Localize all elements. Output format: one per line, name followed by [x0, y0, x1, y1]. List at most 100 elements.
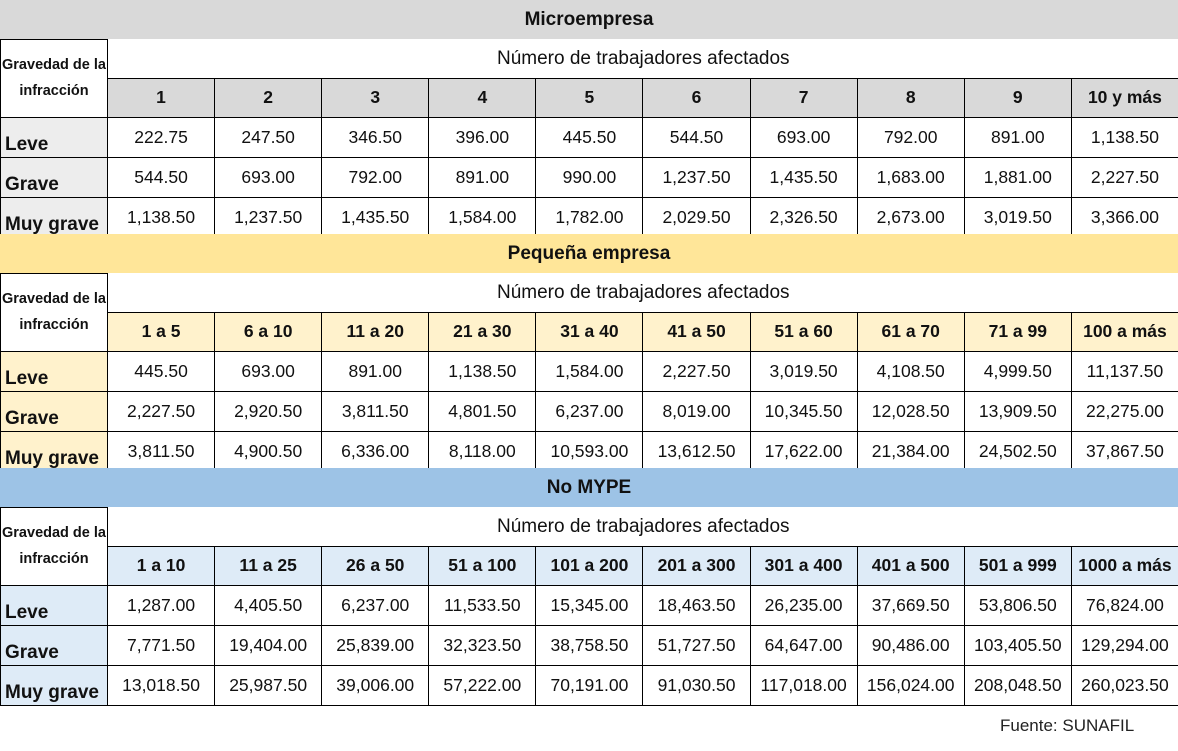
- table-row: Grave 544.50 693.00 792.00 891.00 990.00 1,237…: [0, 156, 1178, 198]
- severity-label: Muy grave: [0, 664, 108, 706]
- fines-table: Gravedad de la infracción Número de traba…: [0, 507, 1178, 706]
- section-title: Pequeña empresa: [0, 234, 1178, 273]
- column-header: 201 a 300: [642, 545, 751, 586]
- table-row: Muy grave 13,018.50 25,987.50 39,006.00 57,2…: [0, 664, 1178, 706]
- fine-value-cell: 103,405.50: [963, 624, 1072, 666]
- column-header: 1 a 5: [106, 311, 216, 352]
- fine-value-cell: 6,237.00: [321, 584, 430, 626]
- fine-value-cell: 6,237.00: [535, 390, 644, 432]
- table-row: Leve 445.50 693.00 891.00 1,138.50 1,584.00 2,…: [0, 350, 1178, 392]
- fine-value-cell: 2,227.50: [106, 390, 216, 432]
- fine-value-cell: 544.50: [106, 156, 216, 198]
- fine-value-cell: 4,900.50: [214, 430, 323, 472]
- fine-value-cell: 11,137.50: [1070, 350, 1178, 392]
- column-header: 3: [321, 77, 430, 118]
- fine-value-cell: 39,006.00: [321, 664, 430, 706]
- fine-value-cell: 346.50: [321, 116, 430, 158]
- column-header: 10 y más: [1070, 77, 1178, 118]
- severity-label: Leve: [0, 116, 108, 158]
- fine-value-cell: 10,593.00: [535, 430, 644, 472]
- table-row: Grave 2,227.50 2,920.50 3,811.50 4,801.50 6,2…: [0, 390, 1178, 432]
- table-row: Muy grave 3,811.50 4,900.50 6,336.00 8,118.0…: [0, 430, 1178, 472]
- fine-value-cell: 1,138.50: [106, 196, 216, 238]
- fine-value-cell: 24,502.50: [963, 430, 1072, 472]
- row-header-label: Gravedad de la infracción: [0, 273, 108, 352]
- fine-value-cell: 222.75: [106, 116, 216, 158]
- fine-value-cell: 1,435.50: [321, 196, 430, 238]
- column-header: 61 a 70: [856, 311, 965, 352]
- fine-value-cell: 2,227.50: [1070, 156, 1178, 198]
- column-header: 501 a 999: [963, 545, 1072, 586]
- fine-value-cell: 90,486.00: [856, 624, 965, 666]
- fine-value-cell: 156,024.00: [856, 664, 965, 706]
- fine-value-cell: 891.00: [428, 156, 537, 198]
- column-header: 4: [428, 77, 537, 118]
- fine-value-cell: 2,227.50: [642, 350, 751, 392]
- fine-value-cell: 37,669.50: [856, 584, 965, 626]
- source-note: Fuente: SUNAFIL: [1000, 716, 1135, 735]
- severity-label: Muy grave: [0, 196, 108, 238]
- column-header: 1: [106, 77, 216, 118]
- section-title: Microempresa: [0, 0, 1178, 39]
- fine-value-cell: 15,345.00: [535, 584, 644, 626]
- fine-value-cell: 693.00: [749, 116, 858, 158]
- column-header: 26 a 50: [321, 545, 430, 586]
- column-header: 1 a 10: [106, 545, 216, 586]
- fine-value-cell: 260,023.50: [1070, 664, 1178, 706]
- column-header: 5: [535, 77, 644, 118]
- fine-value-cell: 12,028.50: [856, 390, 965, 432]
- fine-value-cell: 891.00: [321, 350, 430, 392]
- fine-value-cell: 3,811.50: [321, 390, 430, 432]
- fine-value-cell: 4,405.50: [214, 584, 323, 626]
- section-pequena: Pequeña empresa Gravedad de la infracción…: [0, 234, 1178, 472]
- column-header: 51 a 100: [428, 545, 537, 586]
- fine-value-cell: 1,683.00: [856, 156, 965, 198]
- table-row: Muy grave 1,138.50 1,237.50 1,435.50 1,584.0…: [0, 196, 1178, 238]
- fine-value-cell: 13,018.50: [106, 664, 216, 706]
- fine-value-cell: 445.50: [535, 116, 644, 158]
- fine-value-cell: 445.50: [106, 350, 216, 392]
- workers-affected-header: Número de trabajadores afectados: [106, 507, 1178, 547]
- column-header: 6 a 10: [214, 311, 323, 352]
- fine-value-cell: 792.00: [856, 116, 965, 158]
- fine-value-cell: 64,647.00: [749, 624, 858, 666]
- column-header: 2: [214, 77, 323, 118]
- fine-value-cell: 21,384.00: [856, 430, 965, 472]
- fine-value-cell: 8,118.00: [428, 430, 537, 472]
- fine-value-cell: 129,294.00: [1070, 624, 1178, 666]
- section-micro: Microempresa Gravedad de la infracción Núm…: [0, 0, 1178, 238]
- fine-value-cell: 10,345.50: [749, 390, 858, 432]
- column-header: 11 a 20: [321, 311, 430, 352]
- fine-value-cell: 32,323.50: [428, 624, 537, 666]
- fine-value-cell: 693.00: [214, 350, 323, 392]
- column-header: 1000 a más: [1070, 545, 1178, 586]
- column-header: 51 a 60: [749, 311, 858, 352]
- column-header: 7: [749, 77, 858, 118]
- fine-value-cell: 2,673.00: [856, 196, 965, 238]
- fine-value-cell: 53,806.50: [963, 584, 1072, 626]
- fine-value-cell: 22,275.00: [1070, 390, 1178, 432]
- severity-label: Muy grave: [0, 430, 108, 472]
- fine-value-cell: 247.50: [214, 116, 323, 158]
- column-header: 9: [963, 77, 1072, 118]
- fine-value-cell: 13,612.50: [642, 430, 751, 472]
- column-header: 6: [642, 77, 751, 118]
- column-header: 100 a más: [1070, 311, 1178, 352]
- fine-value-cell: 1,138.50: [428, 350, 537, 392]
- column-header: 301 a 400: [749, 545, 858, 586]
- fine-value-cell: 544.50: [642, 116, 751, 158]
- column-header: 401 a 500: [856, 545, 965, 586]
- severity-label: Grave: [0, 624, 108, 666]
- fine-value-cell: 7,771.50: [106, 624, 216, 666]
- fine-value-cell: 3,019.50: [749, 350, 858, 392]
- fine-value-cell: 51,727.50: [642, 624, 751, 666]
- row-header-label: Gravedad de la infracción: [0, 39, 108, 118]
- fine-value-cell: 1,138.50: [1070, 116, 1178, 158]
- section-title: No MYPE: [0, 468, 1178, 507]
- workers-affected-header: Número de trabajadores afectados: [106, 39, 1178, 79]
- workers-affected-header: Número de trabajadores afectados: [106, 273, 1178, 313]
- fine-value-cell: 76,824.00: [1070, 584, 1178, 626]
- fines-table: Gravedad de la infracción Número de traba…: [0, 273, 1178, 472]
- fine-value-cell: 19,404.00: [214, 624, 323, 666]
- row-header-label: Gravedad de la infracción: [0, 507, 108, 586]
